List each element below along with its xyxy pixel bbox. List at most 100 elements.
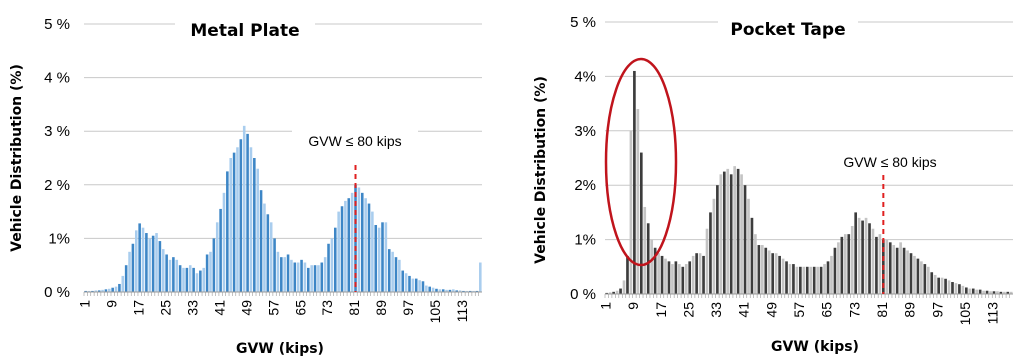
x-tick-label: 65 xyxy=(819,302,835,318)
bar xyxy=(401,270,405,292)
bar xyxy=(300,259,303,292)
bar xyxy=(861,220,864,294)
bar xyxy=(719,174,723,294)
bar xyxy=(195,273,199,292)
bar xyxy=(249,147,253,292)
bar xyxy=(205,254,209,292)
bar xyxy=(971,288,975,294)
x-tick-label: 25 xyxy=(157,300,173,316)
bar xyxy=(226,171,229,292)
bar xyxy=(209,251,212,292)
bar xyxy=(269,222,273,292)
bar xyxy=(104,289,108,292)
bar xyxy=(712,198,716,294)
bar xyxy=(350,192,354,292)
bar xyxy=(826,261,830,294)
bar xyxy=(131,243,135,292)
bar xyxy=(975,289,979,294)
bar xyxy=(961,285,965,294)
x-tick-label: 9 xyxy=(625,302,641,310)
y-tick-label: 5 % xyxy=(570,14,596,31)
bar xyxy=(996,291,999,294)
bar xyxy=(367,203,371,292)
y-tick-label: 3% xyxy=(574,123,596,140)
bar xyxy=(438,289,442,292)
bar xyxy=(944,278,947,294)
bar xyxy=(114,286,118,292)
bar xyxy=(985,290,989,294)
bar xyxy=(229,158,233,292)
bar xyxy=(381,222,384,292)
bar xyxy=(933,274,937,294)
x-tick-label: 81 xyxy=(346,300,362,316)
bar xyxy=(441,289,445,292)
bar xyxy=(219,208,222,292)
bar xyxy=(286,254,290,292)
bar xyxy=(767,250,771,294)
bar xyxy=(819,266,823,294)
bar xyxy=(816,266,819,294)
bar xyxy=(812,266,816,294)
bar xyxy=(989,291,992,294)
bar xyxy=(740,174,743,294)
bar xyxy=(837,242,840,294)
y-tick-label: 4% xyxy=(574,68,596,85)
bar xyxy=(391,251,394,292)
bar xyxy=(327,243,330,292)
title-background xyxy=(175,18,315,42)
bar xyxy=(364,198,367,292)
bar xyxy=(868,223,871,294)
bar xyxy=(435,288,438,292)
bar xyxy=(729,174,733,294)
bar xyxy=(958,284,961,294)
bar xyxy=(667,261,671,294)
bar xyxy=(283,257,286,292)
bar xyxy=(263,203,266,292)
x-axis-label: GVW (kips) xyxy=(236,341,324,357)
bar xyxy=(465,290,469,292)
x-tick-label: 73 xyxy=(319,300,335,316)
x-tick-label: 17 xyxy=(653,302,669,318)
bar xyxy=(733,166,736,294)
bar xyxy=(823,264,826,294)
chart-title: Pocket Tape xyxy=(730,20,845,40)
bar xyxy=(134,230,138,292)
x-tick-label: 89 xyxy=(373,300,389,316)
bar xyxy=(847,234,851,294)
bar xyxy=(253,158,256,292)
bar xyxy=(374,225,378,292)
y-tick-label: 3 % xyxy=(44,123,70,140)
bar xyxy=(317,265,320,292)
bar xyxy=(930,272,934,294)
bar xyxy=(795,266,799,294)
bar xyxy=(97,290,101,292)
bar xyxy=(954,283,958,294)
bar xyxy=(792,264,795,294)
bar xyxy=(448,289,452,292)
bar xyxy=(212,238,216,292)
bar xyxy=(387,249,391,292)
bar xyxy=(864,217,868,294)
bar xyxy=(778,255,781,294)
x-tick-label: 57 xyxy=(791,302,807,318)
bar xyxy=(781,258,785,294)
bar xyxy=(660,255,664,294)
bar xyxy=(155,233,158,292)
bar xyxy=(337,211,340,292)
bar xyxy=(479,262,482,292)
bar xyxy=(747,198,750,294)
bar xyxy=(809,266,813,294)
bar xyxy=(340,206,344,292)
bar xyxy=(799,266,802,294)
bar xyxy=(760,245,764,294)
bar xyxy=(347,198,351,292)
bar xyxy=(256,168,259,292)
bar xyxy=(878,234,882,294)
bar xyxy=(992,291,996,294)
bar xyxy=(774,253,778,294)
bar xyxy=(414,278,418,292)
bar xyxy=(84,290,87,292)
bar xyxy=(333,227,337,292)
bar xyxy=(840,236,844,294)
